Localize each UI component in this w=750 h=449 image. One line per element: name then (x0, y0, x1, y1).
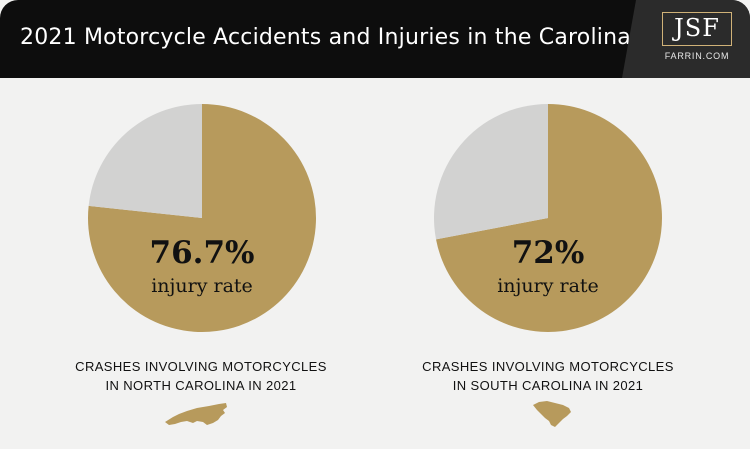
nc-pie-chart (87, 104, 316, 332)
north-carolina-map-icon (165, 403, 227, 425)
logo-panel (622, 0, 750, 78)
sc-caption-line2: IN SOUTH CAROLINA IN 2021 (452, 378, 644, 393)
pie-slice-injury (436, 104, 662, 332)
sc-pie-chart (434, 104, 662, 332)
south-carolina-map-icon (533, 401, 571, 427)
nc-caption: CRASHES INVOLVING MOTORCYCLES IN NORTH C… (41, 357, 361, 395)
sc-caption-line1: CRASHES INVOLVING MOTORCYCLES (422, 359, 674, 374)
pie-slice-other (434, 104, 548, 240)
nc-caption-line1: CRASHES INVOLVING MOTORCYCLES (75, 359, 327, 374)
sc-rate-label: injury rate (497, 275, 599, 297)
pie-slice-other (88, 104, 202, 218)
logo-website: FARRIN.COM (664, 51, 730, 61)
page-title: 2021 Motorcycle Accidents and Injuries i… (20, 25, 643, 50)
nc-caption-line2: IN NORTH CAROLINA IN 2021 (105, 378, 297, 393)
pie-slice-injury (87, 104, 316, 332)
header-bar: 2021 Motorcycle Accidents and Injuries i… (0, 0, 750, 78)
jsf-logo: JSF (662, 12, 732, 46)
sc-caption: CRASHES INVOLVING MOTORCYCLES IN SOUTH C… (388, 357, 708, 395)
logo-letters: JSF (674, 14, 720, 42)
nc-percent-label: 76.7% (149, 235, 255, 271)
nc-rate-label: injury rate (151, 275, 253, 297)
sc-percent-label: 72% (511, 235, 585, 271)
